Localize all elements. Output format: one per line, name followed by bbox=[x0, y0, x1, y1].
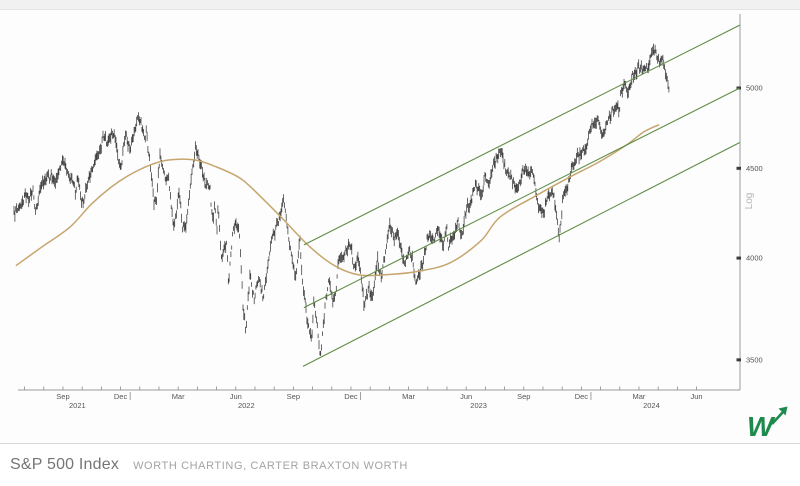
svg-text:2021: 2021 bbox=[69, 401, 86, 410]
w-arrow-logo-icon: W bbox=[747, 406, 788, 442]
svg-text:Dec: Dec bbox=[575, 392, 589, 401]
svg-text:2024: 2024 bbox=[643, 401, 660, 410]
svg-text:Dec: Dec bbox=[344, 392, 358, 401]
svg-text:Jun: Jun bbox=[230, 392, 242, 401]
svg-text:Mar: Mar bbox=[632, 392, 645, 401]
svg-text:Mar: Mar bbox=[172, 392, 185, 401]
chart-title: S&P 500 Index bbox=[10, 456, 120, 473]
svg-text:Mar: Mar bbox=[402, 392, 415, 401]
svg-text:3500: 3500 bbox=[746, 355, 763, 364]
svg-text:Jun: Jun bbox=[460, 392, 472, 401]
svg-text:Sep: Sep bbox=[56, 392, 69, 401]
worth-charting-logo: W bbox=[747, 406, 788, 442]
svg-text:2022: 2022 bbox=[238, 401, 255, 410]
chart-attribution: WORTH CHARTING, CARTER BRAXTON WORTH bbox=[133, 460, 408, 472]
svg-text:5000: 5000 bbox=[746, 84, 763, 93]
svg-text:Jun: Jun bbox=[691, 392, 703, 401]
page-top-edge bbox=[0, 0, 800, 10]
svg-text:Sep: Sep bbox=[287, 392, 300, 401]
svg-text:4000: 4000 bbox=[746, 254, 763, 263]
svg-text:2023: 2023 bbox=[470, 401, 487, 410]
logo-letter-w: W bbox=[747, 411, 776, 442]
svg-text:4500: 4500 bbox=[746, 164, 763, 173]
arrow-up-right-icon bbox=[771, 411, 784, 425]
svg-text:Dec: Dec bbox=[114, 392, 128, 401]
arrow-head bbox=[778, 406, 788, 416]
chart-image: 5000 4500 4000 3500 Log Sep Dec Mar Jun Sep Dec Mar… bbox=[0, 10, 800, 444]
svg-text:Sep: Sep bbox=[517, 392, 530, 401]
svg-text:Log: Log bbox=[744, 193, 755, 210]
caption-bar: S&P 500 Index WORTH CHARTING, CARTER BRA… bbox=[0, 444, 800, 486]
